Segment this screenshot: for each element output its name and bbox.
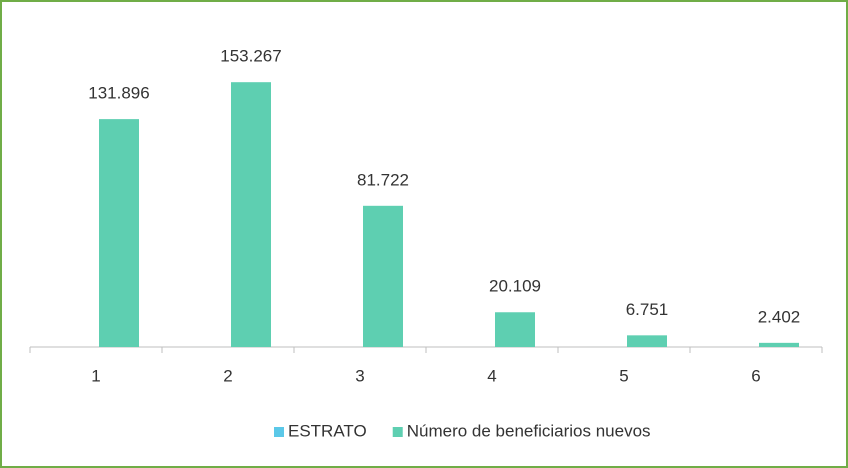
data-label: 153.267	[220, 47, 281, 66]
data-label: 20.109	[489, 277, 541, 296]
x-tick-label: 2	[223, 366, 232, 385]
bar	[627, 335, 667, 347]
bar	[99, 119, 139, 347]
data-label: 81.722	[357, 170, 409, 189]
bar	[495, 312, 535, 347]
legend-swatch	[274, 427, 284, 437]
x-tick-label: 3	[355, 366, 364, 385]
bar	[231, 82, 271, 347]
x-tick-label: 5	[619, 366, 628, 385]
x-tick-label: 1	[91, 366, 100, 385]
bar	[363, 205, 403, 347]
legend-label: ESTRATO	[288, 421, 367, 440]
legend-label: Número de beneficiarios nuevos	[407, 421, 651, 440]
data-label: 6.751	[626, 300, 669, 319]
data-label: 131.896	[88, 84, 149, 103]
bar	[759, 342, 799, 347]
data-label: 2.402	[758, 307, 801, 326]
x-tick-label: 4	[487, 366, 496, 385]
legend-swatch	[392, 427, 403, 437]
x-tick-label: 6	[751, 366, 760, 385]
